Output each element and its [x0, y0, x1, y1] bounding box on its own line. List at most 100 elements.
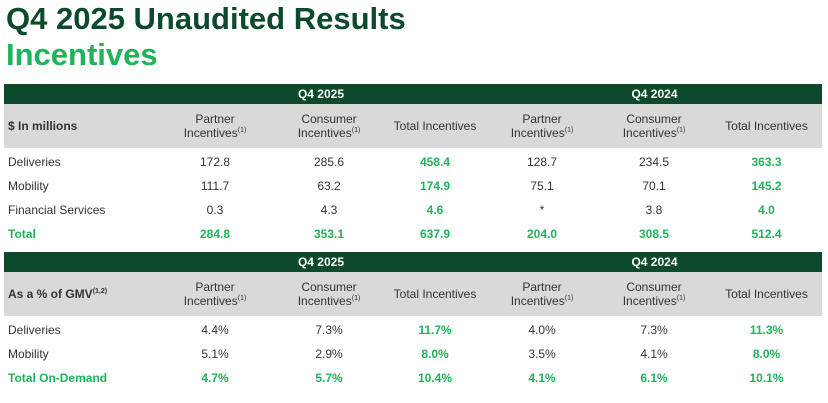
- incentives-rows: Deliveries 172.8 285.6 458.4 128.7 234.5…: [4, 148, 822, 246]
- table-cell: 3.5%: [528, 347, 556, 361]
- row-label: Mobility: [8, 179, 49, 193]
- table-cell: 11.7%: [418, 323, 452, 337]
- table-cell: 0.3: [206, 203, 224, 217]
- period-prior-label: Q4 2024: [631, 255, 678, 269]
- table-cell: 284.8: [199, 227, 231, 241]
- table-cell: 8.0%: [752, 347, 781, 361]
- column-header-row: $ In millions Partner Incentives(1) Cons…: [4, 104, 822, 148]
- col-partner-incentives-current: Partner Incentives(1): [155, 280, 275, 308]
- period-header-bar: Q4 2025 Q4 2024: [4, 84, 822, 104]
- table-cell: 63.2: [317, 179, 341, 193]
- period-prior-label: Q4 2024: [631, 87, 678, 101]
- gmv-rows: Deliveries 4.4% 7.3% 11.7% 4.0% 7.3% 11.…: [4, 316, 822, 390]
- table-cell: 128.7: [526, 155, 558, 169]
- table-cell: 204.0: [526, 227, 558, 241]
- col-line2: Incentives: [297, 126, 352, 140]
- table-cell: 145.2: [751, 179, 782, 193]
- table-cell: 70.1: [642, 179, 666, 193]
- table-row-deliveries: Deliveries 172.8 285.6 458.4 128.7 234.5…: [4, 150, 822, 174]
- table-cell: 2.9%: [315, 347, 343, 361]
- row-label: Total On-Demand: [8, 371, 108, 385]
- footnote-marker: (1,2): [92, 288, 108, 295]
- period-current-label: Q4 2025: [297, 255, 345, 269]
- footnote-marker: (1): [564, 127, 574, 134]
- table-cell: 6.1%: [640, 371, 668, 385]
- table-cell: 4.7%: [201, 371, 229, 385]
- col-line2: Incentives: [510, 294, 565, 308]
- table-row-total: Total 284.8 353.1 637.9 204.0 308.5 512.…: [4, 222, 822, 246]
- table-row-financial-services: Financial Services 0.3 4.3 4.6 * 3.8 4.0: [4, 198, 822, 222]
- period-header-bar: Q4 2025 Q4 2024: [4, 252, 822, 272]
- row-label: Mobility: [8, 347, 49, 361]
- col-line2: Incentives: [510, 126, 565, 140]
- col-line2: Incentives: [183, 294, 238, 308]
- table-cell: 234.5: [638, 155, 670, 169]
- col-line1: Consumer: [301, 280, 357, 294]
- table-cell: 10.1%: [749, 371, 784, 385]
- table-cell: 5.7%: [315, 371, 343, 385]
- table-cell: 4.1%: [528, 371, 556, 385]
- table-cell: 4.0: [758, 203, 775, 217]
- col-total-incentives-current: Total Incentives: [393, 119, 477, 133]
- col-line1: Consumer: [301, 112, 357, 126]
- page-subtitle: Incentives: [6, 37, 158, 72]
- incentives-table: Q4 2025 Q4 2024 $ In millions Partner In…: [4, 84, 822, 246]
- col-line1: Partner: [195, 112, 235, 126]
- table-cell: 10.4%: [417, 371, 453, 385]
- table-cell: 5.1%: [201, 347, 229, 361]
- table-cell: 458.4: [419, 155, 451, 169]
- table-cell: 353.1: [313, 227, 345, 241]
- col-partner-incentives-current: Partner Incentives(1): [155, 112, 275, 140]
- col-line1: Partner: [522, 280, 562, 294]
- table-cell: 637.9: [419, 227, 451, 241]
- row-header-label: As a % of GMV(1,2): [4, 287, 155, 301]
- table-row-deliveries: Deliveries 4.4% 7.3% 11.7% 4.0% 7.3% 11.…: [4, 318, 822, 342]
- col-consumer-incentives-current: Consumer Incentives(1): [275, 112, 383, 140]
- row-label: Deliveries: [8, 323, 61, 337]
- page-title: Q4 2025 Unaudited Results: [6, 1, 406, 36]
- table-cell: 111.7: [200, 179, 230, 193]
- col-partner-incentives-prior: Partner Incentives(1): [487, 280, 597, 308]
- table-cell: 4.0%: [528, 323, 556, 337]
- table-cell: 172.8: [199, 155, 231, 169]
- col-line1: Consumer: [626, 280, 682, 294]
- col-line2: Incentives: [297, 294, 352, 308]
- table-cell: 308.5: [638, 227, 670, 241]
- col-consumer-incentives-current: Consumer Incentives(1): [275, 280, 383, 308]
- col-line1: Consumer: [626, 112, 682, 126]
- col-consumer-incentives-prior: Consumer Incentives(1): [597, 112, 711, 140]
- table-cell: 363.3: [751, 155, 782, 169]
- footnote-marker: (1): [676, 127, 686, 134]
- row-label: Deliveries: [8, 155, 61, 169]
- footnote-marker: (1): [237, 295, 247, 302]
- gmv-percent-table: Q4 2025 Q4 2024 As a % of GMV(1,2) Partn…: [4, 252, 822, 390]
- footnote-marker: (1): [237, 127, 247, 134]
- table-cell: 3.8: [645, 203, 663, 217]
- table-cell: 512.4: [751, 227, 782, 241]
- footnote-marker: (1): [351, 295, 361, 302]
- table-row-mobility: Mobility 111.7 63.2 174.9 75.1 70.1 145.…: [4, 174, 822, 198]
- table-cell: 7.3%: [640, 323, 668, 337]
- table-row-mobility: Mobility 5.1% 2.9% 8.0% 3.5% 4.1% 8.0%: [4, 342, 822, 366]
- table-cell: 4.6: [426, 203, 444, 217]
- table-cell: 285.6: [313, 155, 345, 169]
- col-total-incentives-prior: Total Incentives: [725, 287, 808, 301]
- table-cell: 4.4%: [201, 323, 229, 337]
- col-line2: Incentives: [622, 126, 677, 140]
- col-line1: Partner: [195, 280, 235, 294]
- table-cell: 75.1: [530, 179, 554, 193]
- row-label: Financial Services: [8, 203, 106, 217]
- col-line2: Incentives: [183, 126, 238, 140]
- row-label: Total: [8, 227, 36, 241]
- footnote-marker: (1): [676, 295, 686, 302]
- table-cell: 8.0%: [421, 347, 449, 361]
- table-cell: 174.9: [419, 179, 451, 193]
- footnote-marker: (1): [564, 295, 574, 302]
- col-line2: Incentives: [622, 294, 677, 308]
- period-current-label: Q4 2025: [297, 87, 345, 101]
- col-consumer-incentives-prior: Consumer Incentives(1): [597, 280, 711, 308]
- col-total-incentives-current: Total Incentives: [393, 287, 477, 301]
- row-header-text: As a % of GMV: [8, 287, 93, 301]
- table-cell: 11.3%: [749, 323, 784, 337]
- col-partner-incentives-prior: Partner Incentives(1): [487, 112, 597, 140]
